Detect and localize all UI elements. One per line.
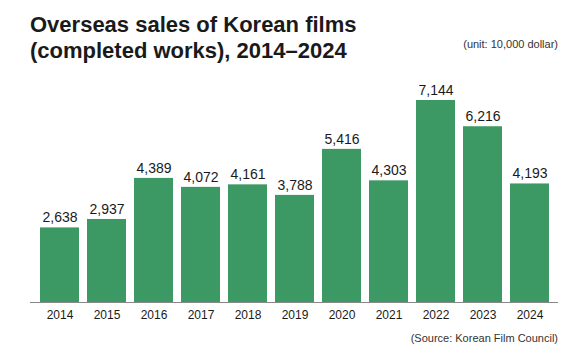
html-text:(Source: Korean Film Council): (Source: Korean Film Council)	[410, 332, 558, 344]
svg-text:2,638: 2,638	[42, 209, 77, 225]
svg-text:6,216: 6,216	[465, 108, 500, 124]
svg-text:2016: 2016	[141, 308, 168, 322]
svg-text:4,193: 4,193	[512, 165, 547, 181]
html-text:Overseas sales of Korean films: Overseas sales of Korean films (complete…	[30, 12, 357, 63]
svg-text:2018: 2018	[235, 308, 262, 322]
svg-text:2020: 2020	[329, 308, 356, 322]
svg-text:2021: 2021	[376, 308, 403, 322]
svg-text:7,144: 7,144	[418, 82, 453, 98]
svg-text:2023: 2023	[470, 308, 497, 322]
svg-text:2022: 2022	[423, 308, 450, 322]
svg-text:2017: 2017	[188, 308, 215, 322]
svg-text:2019: 2019	[282, 308, 309, 322]
svg-text:2015: 2015	[94, 308, 121, 322]
svg-text:2024: 2024	[517, 308, 544, 322]
svg-text:3,788: 3,788	[277, 177, 312, 193]
svg-text:2,937: 2,937	[89, 201, 124, 217]
svg-text:2014: 2014	[47, 308, 74, 322]
svg-text:5,416: 5,416	[324, 131, 359, 147]
svg-text:4,389: 4,389	[136, 160, 171, 176]
svg-text:4,303: 4,303	[371, 162, 406, 178]
svg-text:4,161: 4,161	[230, 166, 265, 182]
html-text:(unit: 10,000 dollar): (unit: 10,000 dollar)	[463, 38, 558, 50]
svg-text:4,072: 4,072	[183, 169, 218, 185]
